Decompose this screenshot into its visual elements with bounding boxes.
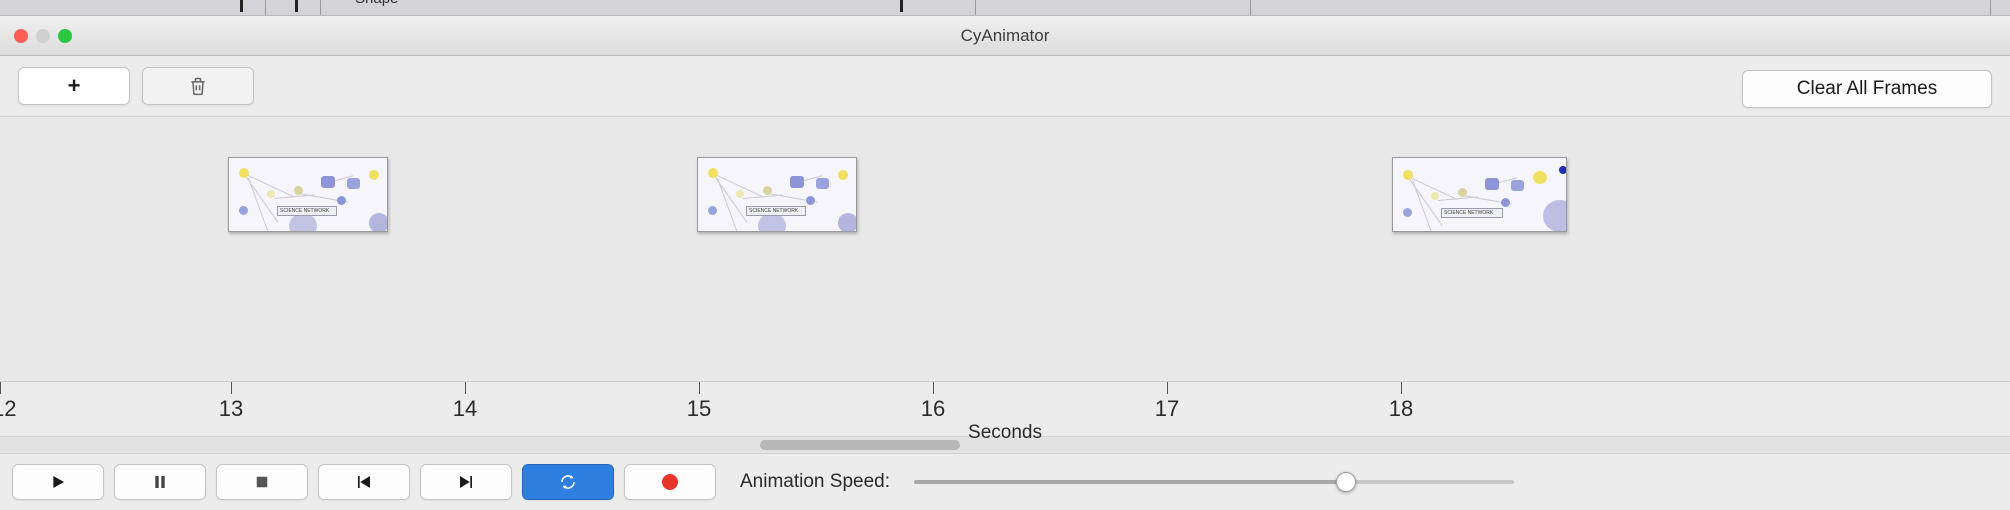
- ruler-tick-label: 12: [0, 396, 16, 422]
- pause-icon: [151, 473, 169, 491]
- loop-icon: [559, 473, 577, 491]
- ruler-tick-label: 18: [1389, 396, 1413, 422]
- ruler-tick: [465, 382, 466, 394]
- zoom-button[interactable]: [58, 29, 72, 43]
- divider-mark: [295, 0, 298, 12]
- ruler-tick-label: 16: [921, 396, 945, 422]
- stop-button[interactable]: [216, 464, 308, 500]
- background-window-sliver: Shape: [0, 0, 2010, 16]
- divider-mark: [240, 0, 243, 12]
- add-frame-button[interactable]: +: [18, 67, 130, 105]
- ruler-tick: [1401, 382, 1402, 394]
- clear-all-frames-button[interactable]: Clear All Frames: [1742, 70, 1992, 108]
- frame-thumbnail[interactable]: SCIENCE NETWORK: [697, 157, 857, 232]
- skip-back-icon: [355, 473, 373, 491]
- column-divider: [1990, 0, 1991, 15]
- skip-back-button[interactable]: [318, 464, 410, 500]
- minimize-button[interactable]: [36, 29, 50, 43]
- ruler-tick-label: 13: [219, 396, 243, 422]
- column-divider: [1250, 0, 1251, 15]
- timeline-ruler[interactable]: 12 13 14 15 16 17 18 Seconds: [0, 381, 2010, 436]
- play-button[interactable]: [12, 464, 104, 500]
- close-button[interactable]: [14, 29, 28, 43]
- animation-speed-slider[interactable]: [914, 480, 1514, 484]
- frame-thumbnail[interactable]: SCIENCE NETWORK: [1392, 157, 1567, 232]
- column-divider: [265, 0, 266, 15]
- background-column-header: Shape: [355, 0, 398, 7]
- record-icon: [662, 474, 678, 490]
- window-title: CyAnimator: [0, 26, 2010, 46]
- timeline-scrollbar-thumb[interactable]: [760, 440, 960, 450]
- speed-slider-handle[interactable]: [1336, 472, 1356, 492]
- ruler-tick-label: 14: [453, 396, 477, 422]
- pause-button[interactable]: [114, 464, 206, 500]
- divider-mark: [900, 0, 903, 12]
- traffic-light-group: [14, 16, 72, 55]
- playback-controls-bar: Animation Speed:: [0, 454, 2010, 510]
- toolbar: + Clear All Frames: [0, 56, 2010, 116]
- ruler-tick-label: 17: [1155, 396, 1179, 422]
- ruler-tick: [0, 382, 1, 394]
- cyanimator-window: Shape CyAnimator + Clear All Frames: [0, 0, 2010, 510]
- speed-slider-fill: [914, 480, 1346, 484]
- skip-forward-button[interactable]: [420, 464, 512, 500]
- ruler-axis-label: Seconds: [968, 422, 1042, 444]
- record-button[interactable]: [624, 464, 716, 500]
- stop-icon: [253, 473, 271, 491]
- frame-thumbnail[interactable]: SCIENCE NETWORK: [228, 157, 388, 232]
- column-divider: [975, 0, 976, 15]
- animation-speed-label: Animation Speed:: [740, 471, 890, 493]
- column-divider: [320, 0, 321, 15]
- ruler-tick-label: 15: [687, 396, 711, 422]
- loop-button[interactable]: [522, 464, 614, 500]
- trash-icon: [188, 76, 208, 96]
- title-bar: CyAnimator: [0, 16, 2010, 56]
- delete-frame-button[interactable]: [142, 67, 254, 105]
- skip-forward-icon: [457, 473, 475, 491]
- ruler-tick: [699, 382, 700, 394]
- play-icon: [49, 473, 67, 491]
- ruler-tick: [231, 382, 232, 394]
- timeline-track[interactable]: SCIENCE NETWORK SC: [0, 116, 2010, 381]
- ruler-tick: [933, 382, 934, 394]
- ruler-tick: [1167, 382, 1168, 394]
